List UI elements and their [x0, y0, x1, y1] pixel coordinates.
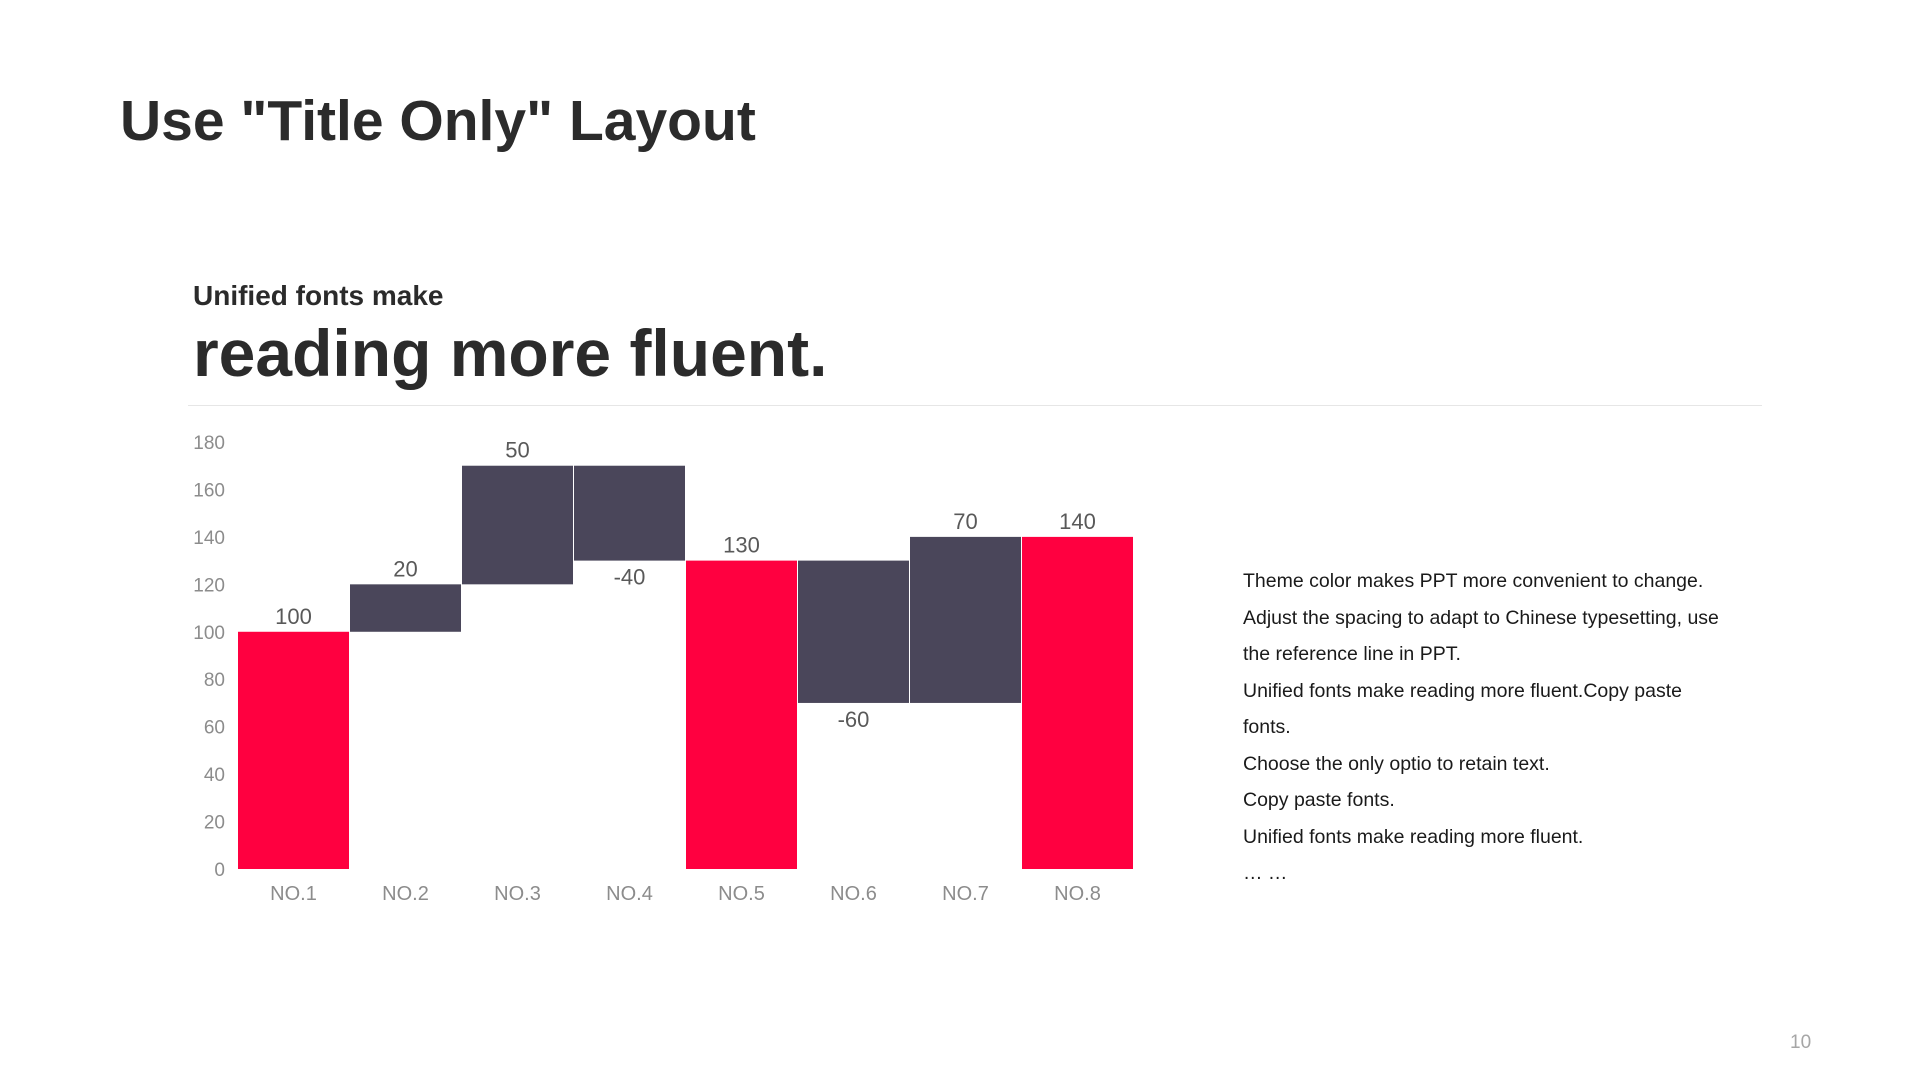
data-label: 140 [1059, 509, 1096, 534]
data-label: 130 [723, 533, 760, 558]
y-tick-label: 0 [214, 860, 225, 881]
slide-title: Use "Title Only" Layout [120, 89, 756, 153]
bar-no3 [462, 465, 573, 585]
subtitle-large: reading more fluent. [193, 316, 828, 390]
y-tick-label: 80 [204, 670, 225, 691]
bar-no8 [1022, 536, 1133, 869]
data-label: 70 [953, 509, 977, 534]
data-label: -40 [614, 565, 646, 590]
x-tick-label: NO.2 [382, 883, 429, 905]
notes-line: … … [1243, 862, 1288, 884]
notes-line: Choose the only optio to retain text. [1243, 752, 1550, 775]
x-tick-label: NO.1 [270, 883, 317, 905]
x-tick-label: NO.7 [942, 883, 989, 905]
notes-line: Unified fonts make reading more fluent.C… [1243, 679, 1682, 702]
y-tick-label: 40 [204, 765, 225, 786]
x-tick-label: NO.4 [606, 883, 653, 905]
x-tick-label: NO.8 [1054, 883, 1101, 905]
bar-no2 [350, 584, 461, 632]
x-tick-label: NO.3 [494, 883, 541, 905]
waterfall-chart: 0 20 40 60 80 100 120 140 160 180 100 NO.1 20 NO.2 50 N… [193, 433, 1133, 905]
page-number: 10 [1790, 1032, 1812, 1053]
data-label: 100 [275, 604, 312, 629]
notes-line: fonts. [1243, 716, 1291, 738]
y-tick-label: 180 [193, 433, 225, 454]
y-tick-label: 20 [204, 813, 225, 834]
bar-no6 [798, 560, 909, 703]
bar-no1 [238, 631, 349, 869]
y-tick-label: 160 [193, 480, 225, 501]
notes-line: the reference line in PPT. [1243, 643, 1461, 665]
data-label: -60 [838, 707, 870, 732]
notes-line: Theme color makes PPT more convenient to… [1243, 570, 1704, 592]
data-label: 20 [393, 556, 417, 581]
notes-line: Copy paste fonts. [1243, 789, 1395, 811]
data-label: 50 [505, 438, 529, 463]
x-tick-label: NO.5 [718, 883, 765, 905]
y-tick-label: 60 [204, 718, 225, 739]
bar-no7 [910, 536, 1021, 703]
bar-no4 [574, 465, 685, 561]
y-tick-label: 100 [193, 623, 225, 644]
y-tick-label: 140 [193, 528, 225, 549]
subtitle-small: Unified fonts make [193, 280, 444, 311]
x-tick-label: NO.6 [830, 883, 877, 905]
notes-line: Adjust the spacing to adapt to Chinese t… [1243, 606, 1719, 629]
notes-line: Unified fonts make reading more fluent. [1243, 825, 1584, 848]
bar-no5 [686, 560, 797, 869]
notes-text-block: Theme color makes PPT more convenient to… [1243, 563, 1763, 892]
y-tick-label: 120 [193, 575, 225, 596]
divider-line [188, 405, 1762, 406]
